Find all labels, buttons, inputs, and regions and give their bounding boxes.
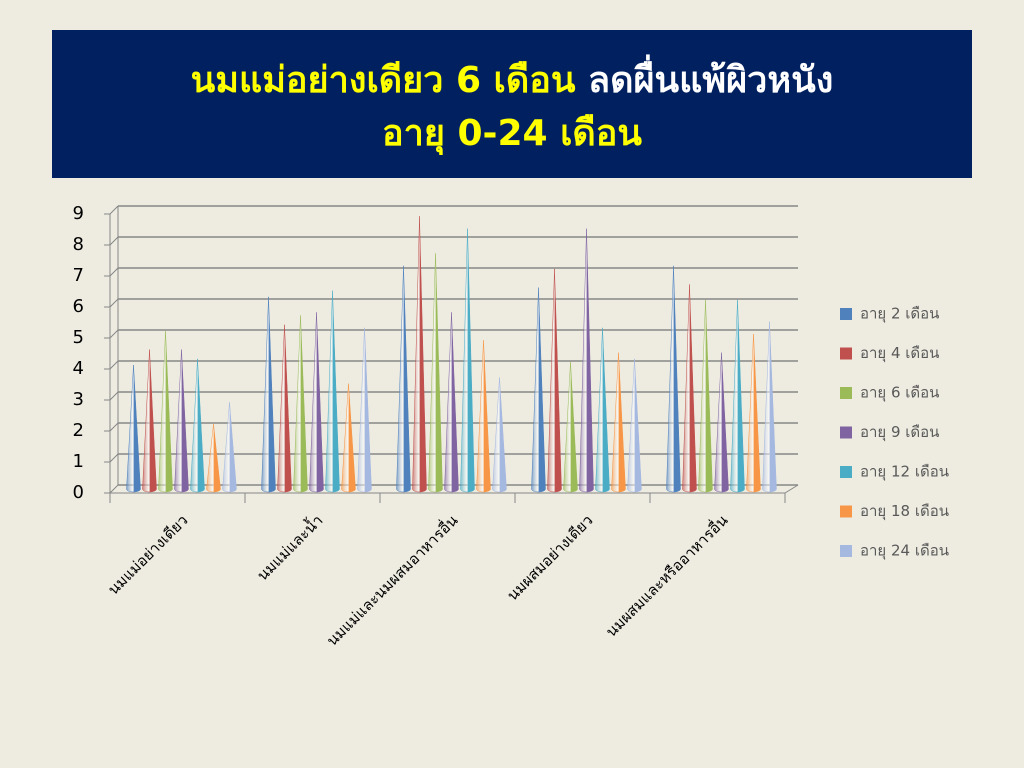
cone xyxy=(627,358,642,493)
grid-line xyxy=(109,391,119,401)
y-tick-label: 2 xyxy=(73,420,84,441)
cone xyxy=(547,268,562,493)
cone xyxy=(595,327,610,493)
cone xyxy=(261,296,276,493)
grid-line xyxy=(109,329,119,339)
cone xyxy=(460,228,475,493)
floor-edge xyxy=(784,484,799,494)
y-tick-label: 3 xyxy=(73,389,84,410)
cone xyxy=(158,330,173,493)
cone xyxy=(746,333,761,493)
title-part: นมแม่อย่างเดียว 6 เดือน xyxy=(191,60,576,101)
cone xyxy=(412,216,427,493)
cone xyxy=(293,315,308,493)
legend-swatch xyxy=(840,505,852,518)
grid-line xyxy=(109,484,119,494)
cone xyxy=(714,352,729,493)
cone xyxy=(444,312,459,493)
cone xyxy=(126,364,141,493)
legend-swatch xyxy=(840,308,852,320)
cone xyxy=(309,312,324,493)
y-tick-label: 9 xyxy=(73,203,84,224)
cone xyxy=(476,340,491,493)
grid-line xyxy=(109,205,119,215)
cone xyxy=(666,265,681,493)
cone xyxy=(579,228,594,493)
cone xyxy=(563,361,578,493)
cone xyxy=(698,299,713,493)
legend-swatch xyxy=(840,426,852,439)
y-tick-label: 6 xyxy=(73,296,84,317)
cone xyxy=(428,253,443,493)
cone xyxy=(357,327,372,493)
cone xyxy=(531,287,546,493)
grid-line xyxy=(109,360,119,370)
y-tick-label: 8 xyxy=(73,234,84,255)
grid-line xyxy=(109,453,119,463)
cone xyxy=(762,321,777,493)
x-tick-label: นมผสมอย่างเดียว xyxy=(503,511,596,604)
cone xyxy=(222,402,237,493)
cone xyxy=(611,352,626,493)
title-banner xyxy=(52,30,972,178)
grid-line xyxy=(109,236,119,246)
y-tick-label: 0 xyxy=(73,482,84,503)
y-tick-label: 1 xyxy=(73,451,84,472)
x-tick-label: นมแม่และน้ำ xyxy=(252,510,326,584)
cone xyxy=(730,299,745,493)
cone xyxy=(206,423,221,493)
legend-swatch xyxy=(840,466,852,478)
legend-label: อายุ 9 เดือน xyxy=(860,423,939,442)
y-tick-label: 7 xyxy=(73,265,84,286)
y-tick-label: 5 xyxy=(73,327,84,348)
legend-label: อายุ 18 เดือน xyxy=(860,502,949,521)
legend-label: อายุ 12 เดือน xyxy=(860,463,949,482)
cone xyxy=(174,349,189,493)
cone xyxy=(142,349,157,493)
title-line: นมแม่อย่างเดียว 6 เดือน ลดผื่นแพ้ผิวหนัง xyxy=(191,54,834,101)
cone xyxy=(341,383,356,493)
grid-line xyxy=(109,298,119,308)
legend-swatch xyxy=(840,545,852,557)
legend-label: อายุ 2 เดือน xyxy=(860,305,939,324)
x-tick-label: นมผสมและหรืออาหารอื่น xyxy=(601,510,732,641)
legend-label: อายุ 6 เดือน xyxy=(860,384,939,403)
y-tick-label: 4 xyxy=(73,358,84,379)
cone xyxy=(190,358,205,493)
legend-label: อายุ 4 เดือน xyxy=(860,344,939,363)
title-part: ลดผื่นแพ้ผิวหนัง xyxy=(588,54,833,101)
legend-swatch xyxy=(840,387,852,399)
x-tick-label: นมแม่อย่างเดียว xyxy=(104,511,191,598)
cone xyxy=(325,290,340,493)
legend-label: อายุ 24 เดือน xyxy=(860,542,949,561)
cone xyxy=(277,324,292,493)
cone xyxy=(492,377,507,493)
grid-line xyxy=(109,422,119,432)
cone xyxy=(396,265,411,493)
grid-line xyxy=(109,267,119,277)
legend-swatch xyxy=(840,347,852,360)
x-tick-label: นมแม่และนมผสมอาหารอื่น xyxy=(322,510,462,650)
cone xyxy=(682,284,697,493)
title-part: อายุ 0-24 เดือน xyxy=(382,113,642,156)
